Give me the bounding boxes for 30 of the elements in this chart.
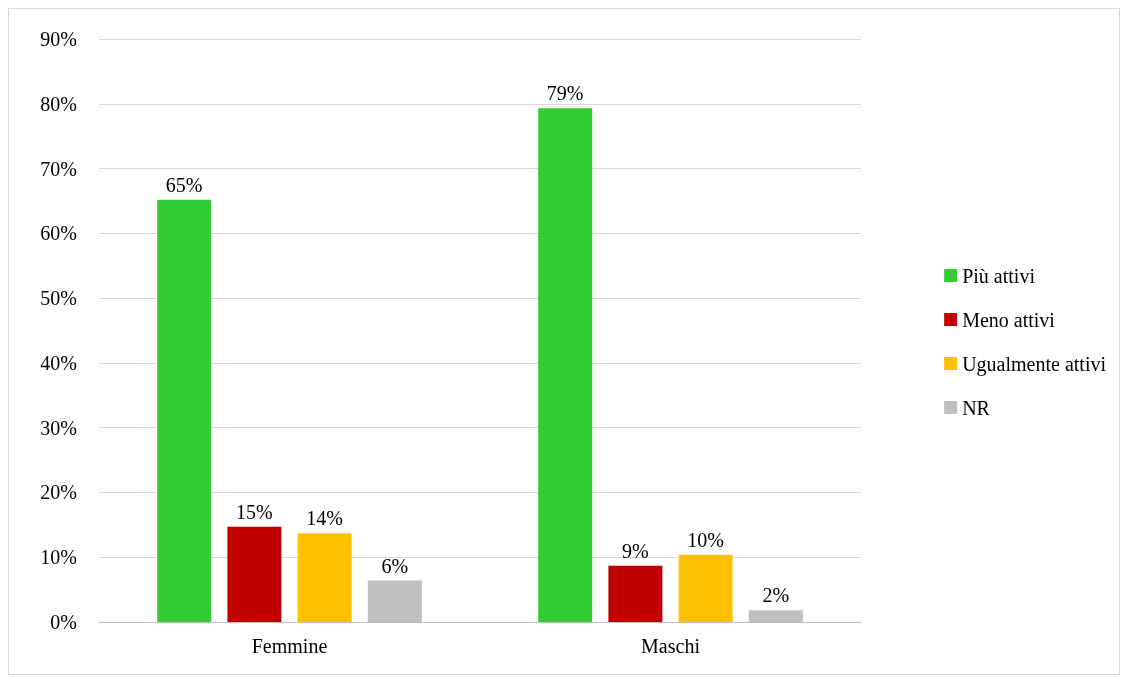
y-tick-label: 90% [40,28,77,50]
data-label: 6% [381,554,409,577]
y-tick-label: 30% [40,416,77,439]
bar [157,199,212,622]
data-label: 2% [762,584,790,607]
y-tick-label: 70% [40,157,77,180]
bar [227,526,282,622]
data-label: 79% [546,82,584,105]
data-label: 9% [622,539,649,562]
bar [538,108,593,622]
bar [297,533,352,622]
x-tick-label: Femmine [251,635,328,657]
bar [608,565,663,622]
x-tick-label: Maschi [641,635,701,657]
y-tick-label: 20% [40,481,77,504]
bar [678,554,733,622]
legend-label: Ugualmente attivi [962,352,1107,376]
data-label: 65% [165,173,203,196]
y-tick-label: 10% [40,546,77,569]
y-tick-label: 0% [50,611,77,633]
legend-label: Meno attivi [962,308,1056,331]
data-label: 15% [236,500,273,523]
legend-label: NR [962,396,991,419]
y-tick-label: 40% [40,351,77,374]
y-tick-label: 80% [40,92,77,115]
data-label: 10% [687,528,724,551]
data-label: 14% [306,507,343,530]
y-tick-label: 60% [40,222,77,245]
y-tick-label: 50% [40,287,77,310]
legend-label: Più attivi [962,264,1036,287]
